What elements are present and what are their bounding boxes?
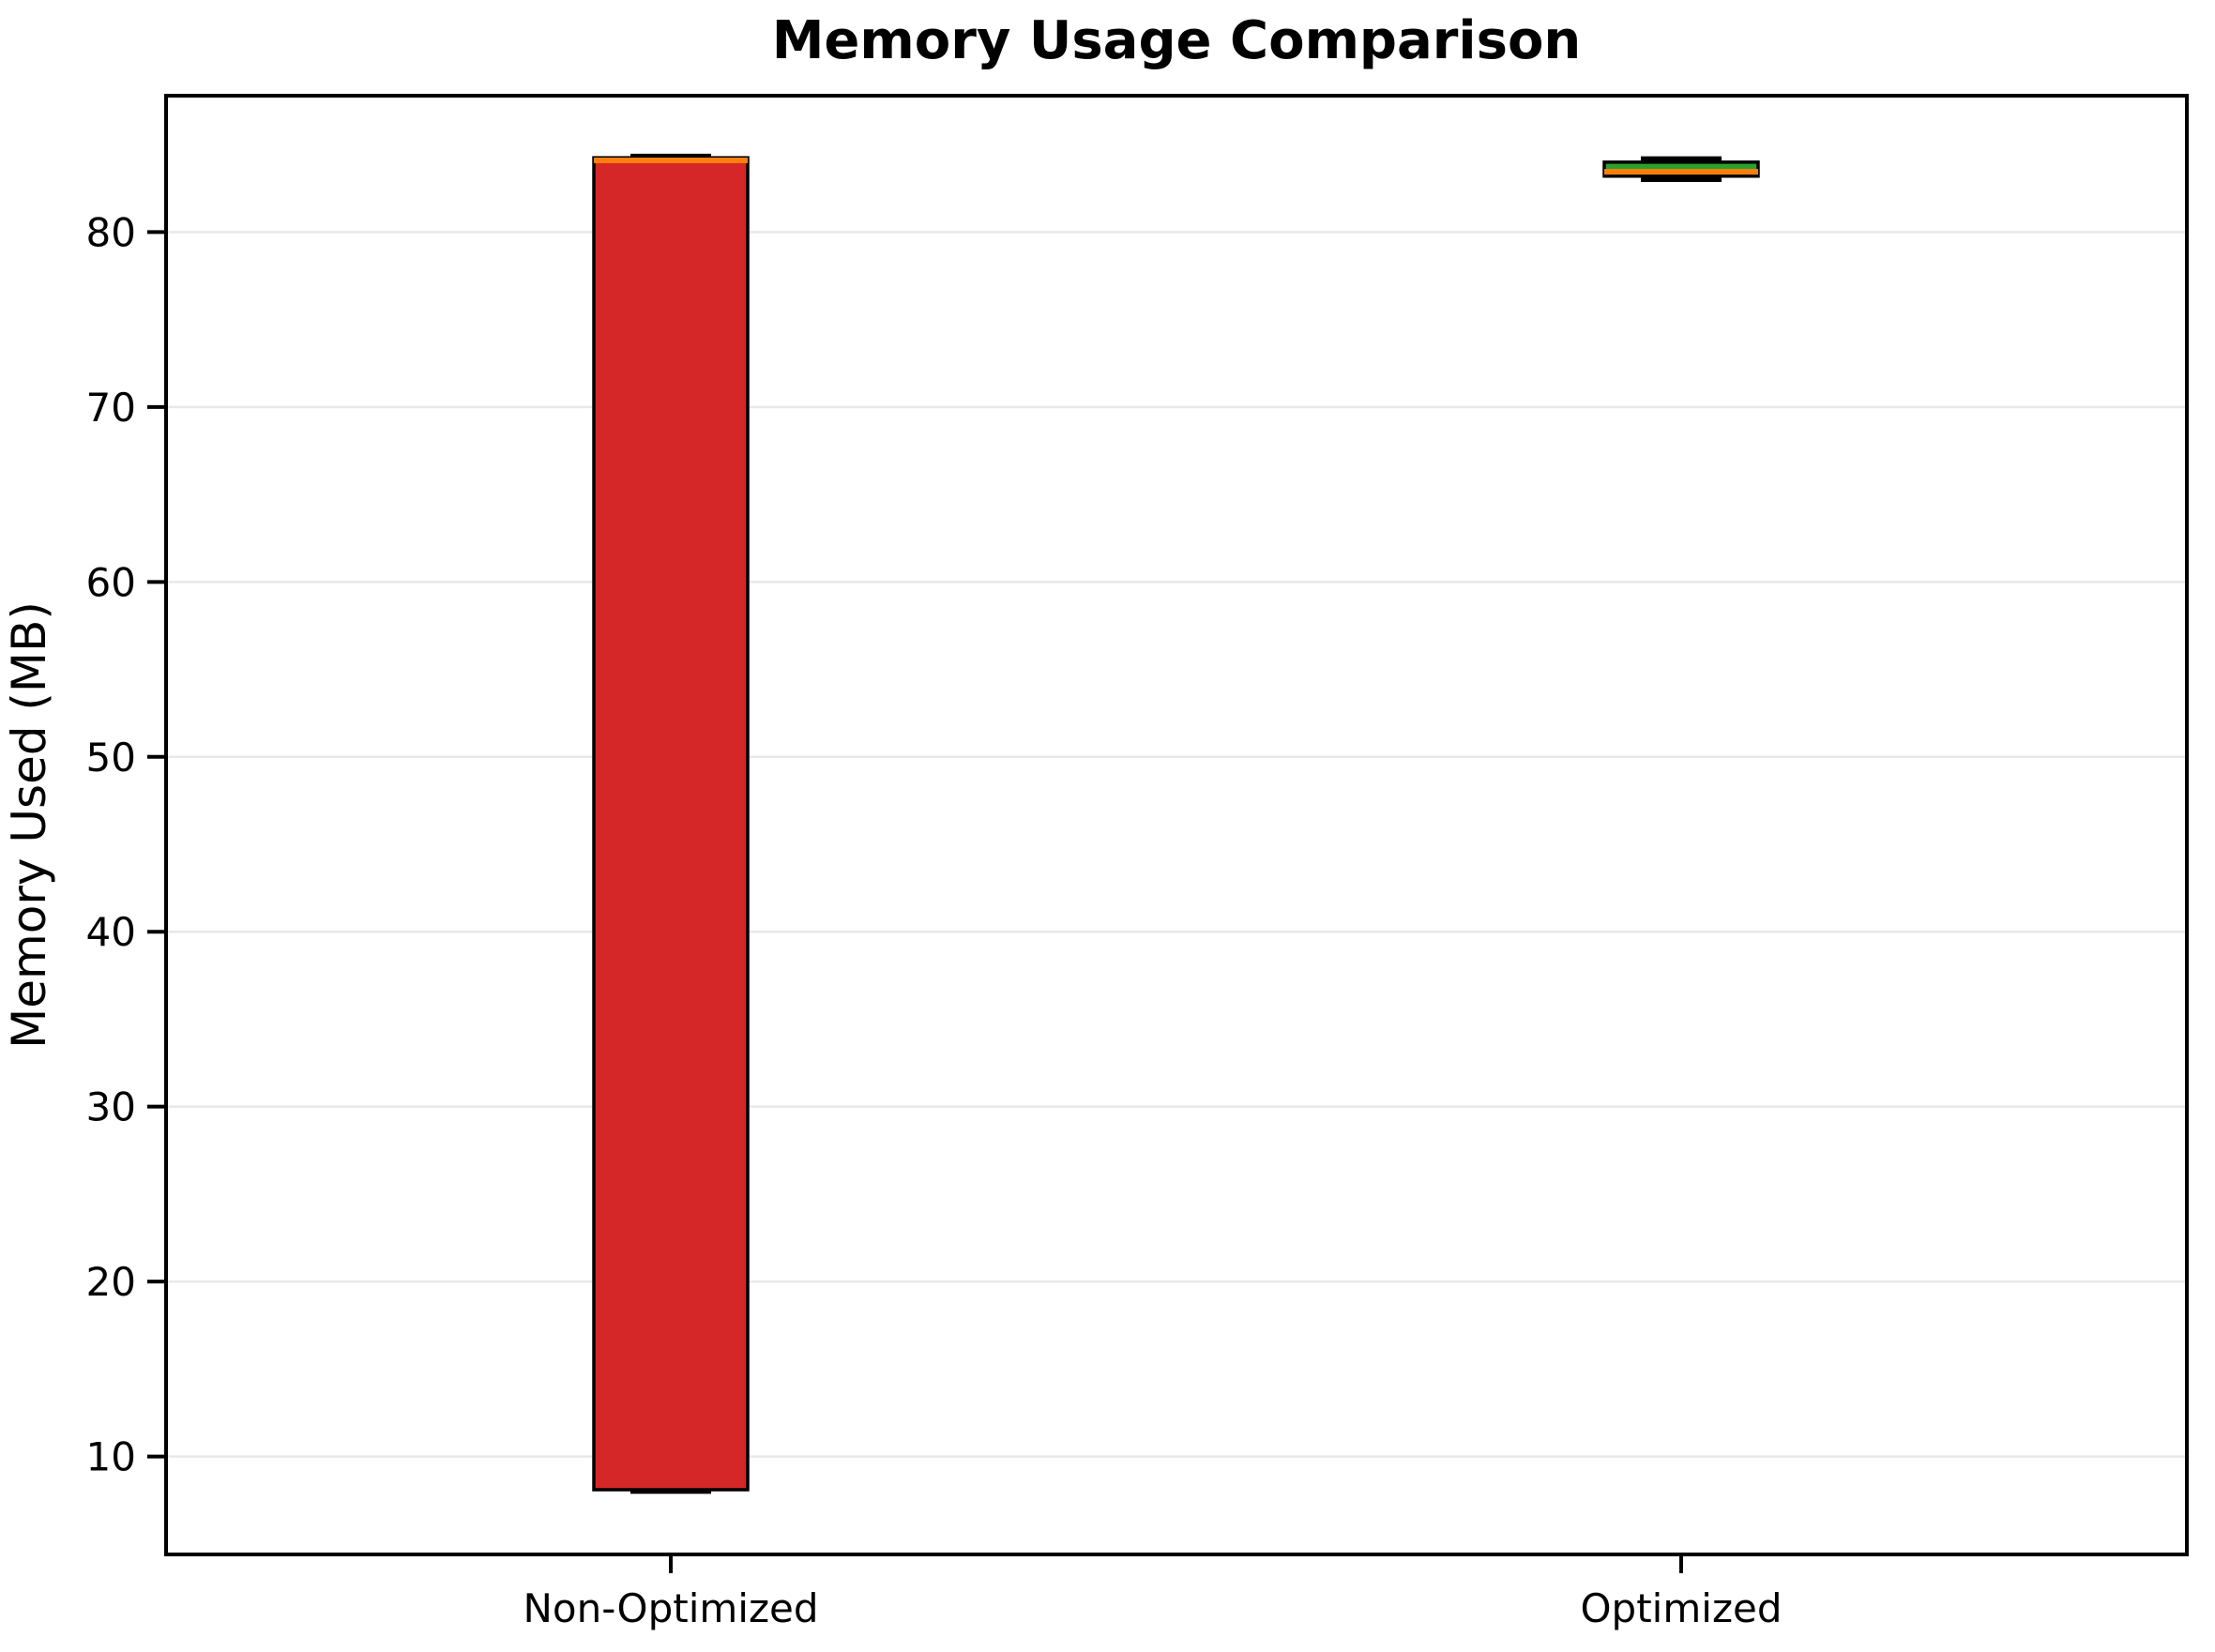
y-tick-label: 10 [86,1434,136,1480]
boxplot-non-optimized [592,153,750,1494]
y-tick-label: 80 [86,209,136,255]
y-tick-label: 40 [86,909,136,955]
boxplots [592,153,1760,1494]
y-tick-label: 70 [86,385,136,431]
y-axis-ticks: 10 20 30 40 50 60 70 80 [86,209,166,1480]
y-tick-label: 60 [86,559,136,605]
y-tick-label: 20 [86,1259,136,1305]
x-tick-label: Non-Optimized [523,1585,818,1631]
x-axis-ticks: Non-Optimized Optimized [523,1554,1782,1631]
y-tick-label: 50 [86,735,136,781]
y-tick-label: 30 [86,1084,136,1130]
boxplot-optimized [1602,156,1760,182]
box [592,156,750,1492]
plot-frame [164,94,2189,1556]
y-axis-label: Memory Used (MB) [2,601,56,1049]
chart-title: Memory Usage Comparison [772,10,1582,71]
gridlines [166,231,2187,1458]
x-tick-label: Optimized [1581,1585,1783,1631]
